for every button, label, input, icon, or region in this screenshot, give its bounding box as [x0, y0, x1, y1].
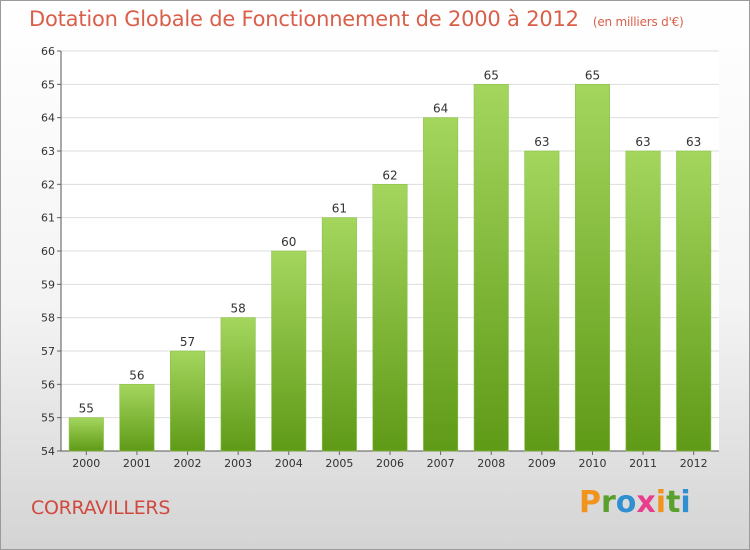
y-tick-label: 64 — [41, 112, 55, 125]
logo-letter: i — [680, 485, 691, 520]
value-label: 62 — [382, 168, 397, 182]
bar-2006 — [372, 184, 408, 452]
bar-2004 — [271, 250, 307, 452]
value-label: 56 — [129, 368, 144, 382]
y-tick-label: 62 — [41, 178, 55, 191]
y-tick-label: 63 — [41, 145, 55, 158]
y-tick-label: 59 — [41, 278, 55, 291]
value-label: 60 — [281, 235, 296, 249]
value-label: 63 — [635, 135, 650, 149]
bar-2007 — [423, 117, 459, 452]
labels: 55 56 57 58 60 61 62 64 65 63 65 63 63 — [79, 68, 702, 415]
y-tick-label: 60 — [41, 245, 55, 258]
chart-title-text: Dotation Globale de Fonctionnement de 20… — [29, 7, 579, 31]
x-tick-label: 2007 — [427, 457, 455, 470]
bar-2000 — [68, 417, 104, 452]
value-label: 61 — [332, 202, 347, 216]
bar-2005 — [321, 217, 357, 452]
x-tick-label: 2002 — [174, 457, 202, 470]
logo-letter: x — [636, 485, 656, 520]
y-tick-label: 54 — [41, 445, 55, 458]
chart-subtitle: (en milliers d'€) — [592, 15, 684, 29]
x-tick-label: 2004 — [275, 457, 303, 470]
bar-2010 — [574, 84, 610, 452]
y-tick-label: 65 — [41, 78, 55, 91]
bar-2002 — [170, 350, 206, 452]
x-tick-label: 2010 — [578, 457, 606, 470]
x-tick-label: 2003 — [224, 457, 252, 470]
bar-2011 — [625, 150, 661, 452]
chart-title: Dotation Globale de Fonctionnement de 20… — [29, 7, 684, 31]
axes: 54 55 56 57 58 59 60 61 62 63 64 65 66 2000 2001 2002 20… — [41, 45, 719, 470]
x-tick-label: 2005 — [325, 457, 353, 470]
x-tick-label: 2009 — [528, 457, 556, 470]
value-label: 63 — [534, 135, 549, 149]
y-tick-label: 58 — [41, 312, 55, 325]
value-label: 64 — [433, 102, 448, 116]
logo-letter: i — [655, 485, 667, 520]
x-tick-label: 2012 — [680, 457, 708, 470]
logo-letter: o — [615, 485, 637, 520]
x-tick-label: 2008 — [477, 457, 505, 470]
bar-2012 — [676, 150, 712, 452]
value-label: 65 — [585, 68, 600, 82]
y-tick-label: 61 — [41, 212, 55, 225]
x-tick-label: 2006 — [376, 457, 404, 470]
logo-letter: r — [601, 485, 616, 520]
value-label: 58 — [231, 302, 246, 316]
y-tick-label: 56 — [41, 378, 55, 391]
x-tick-label: 2000 — [72, 457, 100, 470]
logo-letter: P — [579, 485, 601, 520]
commune-name: CORRAVILLERS — [31, 497, 171, 519]
logo-letter: t — [666, 485, 681, 520]
bar-2009 — [524, 150, 560, 452]
y-tick-label: 66 — [41, 45, 55, 58]
x-tick-label: 2011 — [629, 457, 657, 470]
y-tick-label: 55 — [41, 412, 55, 425]
value-label: 57 — [180, 335, 195, 349]
value-label: 55 — [79, 402, 94, 416]
proxiti-logo[interactable]: Proxiti — [579, 485, 691, 520]
y-tick-label: 57 — [41, 345, 55, 358]
bar-2008 — [473, 84, 509, 452]
bars — [68, 84, 712, 452]
bar-2001 — [119, 384, 155, 452]
value-label: 65 — [484, 68, 499, 82]
value-label: 63 — [686, 135, 701, 149]
x-tick-label: 2001 — [123, 457, 151, 470]
bar-2003 — [220, 317, 256, 452]
